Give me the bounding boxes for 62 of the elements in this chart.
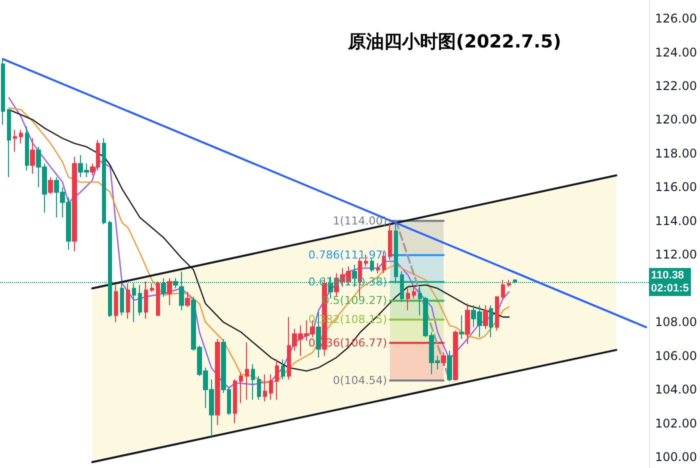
candlestick xyxy=(495,296,499,332)
y-tick-label: 102.00 xyxy=(655,416,698,430)
candlestick xyxy=(251,364,255,400)
candlestick xyxy=(7,109,11,178)
candlestick xyxy=(441,352,446,366)
y-tick-label: 108.00 xyxy=(655,315,698,330)
candlestick xyxy=(394,220,398,284)
candlestick xyxy=(239,372,243,404)
candlestick xyxy=(25,126,29,171)
candlestick xyxy=(72,156,77,252)
text: 原油四小时图(2022.7.5) xyxy=(347,32,562,52)
y-tick-label: 106.00 xyxy=(655,348,698,363)
candlestick xyxy=(30,138,35,174)
candlestick xyxy=(507,279,511,288)
candlestick xyxy=(215,338,220,426)
candlestick xyxy=(185,291,190,308)
y-tick-label: 104.00 xyxy=(655,382,698,397)
candlestick xyxy=(269,374,273,400)
candlestick xyxy=(406,288,410,311)
candlestick xyxy=(489,304,493,338)
candlestick xyxy=(138,284,142,316)
candlestick xyxy=(376,262,380,274)
candlestick xyxy=(19,129,23,144)
candlestick xyxy=(447,350,452,381)
candlestick xyxy=(144,281,148,320)
candlestick xyxy=(453,330,458,381)
candlestick xyxy=(233,378,237,424)
y-tick-label: 112.00 xyxy=(655,248,698,262)
candlestick xyxy=(388,222,392,260)
candlestick xyxy=(459,314,464,340)
y-tick-label: 118.00 xyxy=(655,146,698,160)
candlestick xyxy=(412,284,416,300)
candlestick xyxy=(13,129,17,152)
candlestick xyxy=(156,281,160,316)
candlestick xyxy=(400,271,404,302)
y-tick-label: 120.00 xyxy=(655,112,698,127)
candlestick xyxy=(132,282,136,323)
candlestick xyxy=(48,176,53,194)
annotation: 1(114.00) xyxy=(332,214,388,228)
candlestick xyxy=(245,342,249,400)
y-tick-label: 100.00 xyxy=(655,450,698,464)
candlestick xyxy=(114,284,118,323)
candlestick xyxy=(150,282,154,292)
y-tick-label: 122.00 xyxy=(655,79,698,94)
candlestick xyxy=(257,376,261,400)
ref-line-label: 110.38 02:01:5 xyxy=(651,269,689,294)
candlestick xyxy=(465,303,470,345)
candlestick xyxy=(120,282,124,316)
candlestick xyxy=(102,138,106,225)
candlestick xyxy=(167,278,172,306)
y-tick-label: 126.00 xyxy=(655,12,698,26)
candlestick xyxy=(126,282,130,320)
candlestick xyxy=(281,358,285,380)
candlestick xyxy=(263,374,267,402)
y-tick-label: 114.00 xyxy=(655,214,698,228)
candlestick xyxy=(501,279,505,300)
annotation: 0(104.54) xyxy=(332,374,388,387)
candlestick xyxy=(1,58,5,126)
y-tick-label: 124.00 xyxy=(655,45,698,60)
candlestick xyxy=(275,358,279,400)
y-tick-label: 116.00 xyxy=(655,180,698,194)
candlestick xyxy=(483,304,488,330)
